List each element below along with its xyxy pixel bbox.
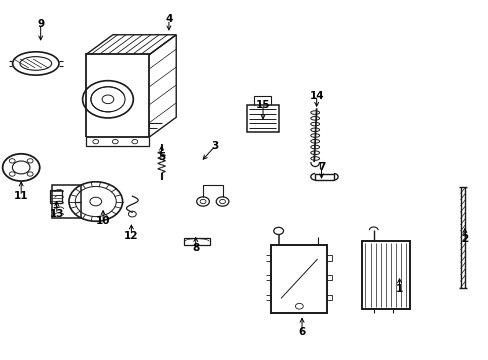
Text: 2: 2 <box>460 234 468 244</box>
Text: 1: 1 <box>395 284 403 294</box>
Text: 3: 3 <box>211 141 219 151</box>
Bar <box>271 244 327 313</box>
Text: 9: 9 <box>37 19 44 29</box>
Bar <box>361 241 409 309</box>
Text: 13: 13 <box>49 209 64 219</box>
Text: 11: 11 <box>14 191 28 201</box>
Text: 12: 12 <box>124 231 138 240</box>
Bar <box>183 238 210 244</box>
Text: 8: 8 <box>192 243 199 253</box>
Text: 6: 6 <box>298 327 305 337</box>
Text: 10: 10 <box>96 216 110 226</box>
Text: 15: 15 <box>255 100 270 110</box>
Bar <box>315 174 333 180</box>
Bar <box>50 190 61 203</box>
Text: 14: 14 <box>309 91 324 101</box>
Bar <box>52 185 81 218</box>
Text: 4: 4 <box>165 14 172 24</box>
Text: 5: 5 <box>158 152 165 162</box>
Text: 7: 7 <box>317 162 325 172</box>
Bar <box>246 105 278 132</box>
